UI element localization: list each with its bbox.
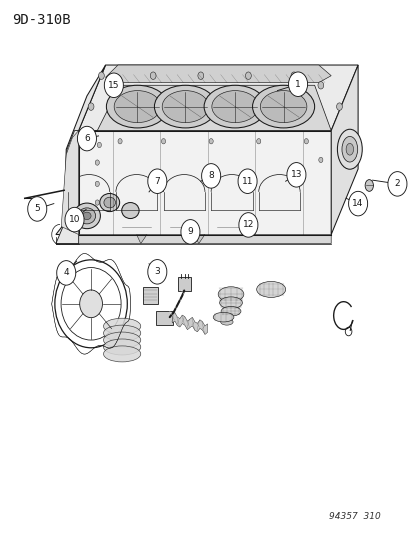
Text: 8: 8 (208, 172, 214, 180)
Text: 2: 2 (394, 180, 399, 188)
Text: 15: 15 (108, 81, 119, 90)
Polygon shape (56, 235, 330, 244)
Polygon shape (194, 235, 204, 244)
Text: 5: 5 (34, 205, 40, 213)
Ellipse shape (341, 136, 357, 162)
Ellipse shape (345, 143, 353, 155)
Ellipse shape (260, 91, 306, 123)
Text: 7: 7 (154, 177, 160, 185)
Text: 94357  310: 94357 310 (328, 512, 380, 521)
Polygon shape (136, 235, 147, 244)
Circle shape (180, 220, 199, 244)
Circle shape (304, 139, 308, 144)
Ellipse shape (213, 312, 233, 322)
Circle shape (95, 160, 99, 165)
Circle shape (161, 139, 165, 144)
Circle shape (98, 72, 104, 79)
Ellipse shape (154, 85, 216, 128)
Text: 14: 14 (351, 199, 363, 208)
Ellipse shape (256, 281, 285, 297)
Text: 9D-310B: 9D-310B (12, 13, 71, 27)
Text: 13: 13 (290, 171, 301, 179)
Circle shape (104, 73, 123, 98)
Polygon shape (78, 131, 330, 235)
Circle shape (238, 213, 257, 237)
Polygon shape (61, 131, 78, 235)
Polygon shape (97, 85, 330, 131)
Ellipse shape (162, 91, 208, 123)
Ellipse shape (104, 197, 115, 208)
Circle shape (57, 261, 76, 285)
Circle shape (348, 191, 367, 216)
Polygon shape (78, 65, 357, 131)
Ellipse shape (337, 130, 361, 169)
FancyBboxPatch shape (178, 277, 191, 291)
Ellipse shape (83, 212, 91, 220)
Ellipse shape (103, 318, 140, 334)
Text: 3: 3 (154, 268, 160, 276)
Circle shape (387, 172, 406, 196)
Ellipse shape (112, 82, 118, 92)
Circle shape (147, 260, 166, 284)
Circle shape (286, 163, 305, 187)
Ellipse shape (78, 208, 95, 224)
Text: 11: 11 (241, 177, 253, 185)
FancyBboxPatch shape (156, 311, 172, 325)
Circle shape (88, 103, 94, 110)
Ellipse shape (103, 332, 140, 348)
Circle shape (95, 200, 99, 205)
Circle shape (77, 126, 96, 151)
Circle shape (95, 181, 99, 187)
FancyBboxPatch shape (143, 287, 158, 304)
Circle shape (209, 139, 213, 144)
Circle shape (318, 157, 322, 163)
Circle shape (65, 207, 84, 232)
Circle shape (147, 169, 166, 193)
Ellipse shape (103, 325, 140, 341)
Circle shape (317, 82, 323, 89)
Circle shape (288, 72, 307, 96)
Ellipse shape (219, 297, 242, 309)
Ellipse shape (79, 290, 102, 318)
Ellipse shape (74, 203, 100, 229)
Text: 9: 9 (187, 228, 193, 236)
Circle shape (118, 139, 122, 144)
Ellipse shape (121, 203, 139, 219)
Text: 6: 6 (84, 134, 90, 143)
Circle shape (237, 169, 256, 193)
Circle shape (256, 139, 260, 144)
Circle shape (150, 72, 156, 79)
Circle shape (197, 72, 203, 79)
Ellipse shape (220, 319, 233, 325)
Ellipse shape (364, 180, 373, 191)
Polygon shape (330, 65, 357, 235)
Ellipse shape (106, 85, 168, 128)
Text: 10: 10 (69, 215, 80, 224)
Ellipse shape (103, 346, 140, 362)
Circle shape (245, 72, 251, 79)
Circle shape (97, 142, 101, 148)
Ellipse shape (218, 287, 243, 302)
Ellipse shape (100, 193, 119, 212)
Text: 1: 1 (294, 80, 300, 88)
Ellipse shape (103, 339, 140, 355)
Text: 12: 12 (242, 221, 254, 229)
Circle shape (336, 103, 342, 110)
Circle shape (201, 164, 220, 188)
Polygon shape (56, 131, 78, 244)
Ellipse shape (221, 306, 240, 316)
Text: 4: 4 (63, 269, 69, 277)
Circle shape (290, 72, 296, 79)
Ellipse shape (211, 91, 258, 123)
Circle shape (28, 197, 47, 221)
Ellipse shape (204, 85, 266, 128)
Ellipse shape (114, 91, 160, 123)
Polygon shape (56, 65, 105, 235)
Ellipse shape (252, 85, 314, 128)
Polygon shape (105, 65, 330, 83)
